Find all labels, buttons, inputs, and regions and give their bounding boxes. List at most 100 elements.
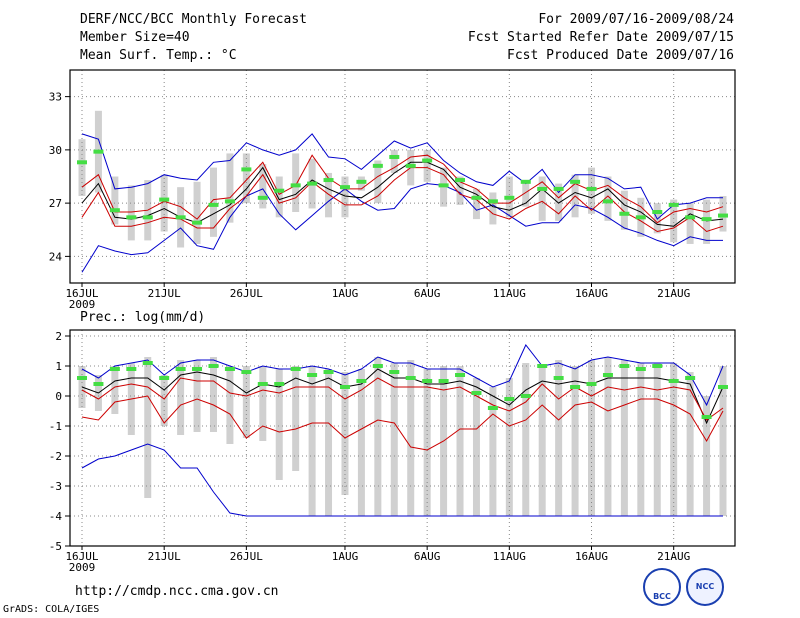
spread-bar — [308, 366, 316, 516]
grads-credit: GrADS: COLA/IGES — [3, 604, 100, 615]
bcc-logo: BCC — [643, 568, 681, 606]
y-tick-label: -5 — [49, 540, 62, 553]
ensemble-marker — [602, 373, 613, 377]
ensemble-marker — [93, 382, 104, 386]
temperature-panel: 24 27 30 33 16JUL 21JUL 26JUL 1AUG 6AUG 11AUG 16AU… — [49, 69, 736, 311]
series-line-upper — [81, 154, 724, 224]
ensemble-marker — [126, 367, 137, 371]
series-line-max — [81, 183, 723, 273]
spread-bar — [160, 375, 168, 426]
ensemble-marker — [274, 382, 285, 386]
y-tick-label: 30 — [49, 144, 62, 157]
ensemble-marker — [109, 367, 120, 371]
ensemble-marker — [339, 185, 350, 190]
spread-bar — [472, 188, 480, 220]
series-line-lower — [81, 167, 724, 233]
precip-title: Prec.: log(mm/d) — [80, 310, 206, 325]
ensemble-marker — [224, 199, 235, 204]
ensemble-marker — [77, 160, 87, 165]
x-tick-label: 21AUG — [657, 550, 690, 563]
ensemble-marker — [570, 385, 581, 389]
ensemble-marker — [159, 376, 170, 380]
ensemble-marker — [356, 379, 367, 383]
ensemble-marker — [455, 178, 466, 183]
spread-bar — [325, 172, 333, 218]
ensemble-marker — [520, 179, 531, 184]
ensemble-marker — [619, 364, 630, 368]
spread-bar — [620, 360, 628, 516]
spread-bar — [390, 149, 398, 173]
x-tick-label: 6AUG — [414, 287, 441, 300]
forecast-period: For 2009/07/16-2009/08/24 — [538, 12, 734, 27]
member-size: Member Size=40 — [80, 30, 190, 45]
ensemble-marker — [126, 215, 137, 220]
ensemble-marker — [142, 215, 153, 220]
x-tick-label: 11AUG — [493, 287, 526, 300]
spread-bar — [620, 190, 628, 230]
ensemble-marker — [405, 163, 416, 168]
spread-bar — [374, 160, 382, 204]
spread-bar — [341, 176, 349, 218]
spread-bar — [703, 199, 711, 244]
y-tick-label: -1 — [49, 420, 62, 433]
ensemble-marker — [422, 158, 433, 163]
ensemble-marker — [323, 178, 334, 183]
y-tick-label: 27 — [49, 197, 62, 210]
spread-bar — [604, 176, 612, 221]
spread-bar — [456, 366, 464, 516]
ensemble-marker — [619, 211, 630, 216]
ensemble-marker — [339, 385, 350, 389]
ensemble-marker — [372, 364, 383, 368]
spread-bar — [489, 387, 497, 516]
bcc-logo-text: BCC — [653, 592, 671, 601]
ensemble-marker — [438, 183, 449, 188]
ensemble-marker — [389, 154, 400, 159]
ensemble-marker — [77, 376, 87, 380]
ensemble-marker — [553, 376, 564, 380]
spread-bar — [275, 369, 283, 480]
ensemble-marker — [175, 367, 186, 371]
plot-frame — [69, 329, 736, 547]
ensemble-marker — [652, 210, 663, 214]
y-tick-label: 0 — [55, 390, 62, 403]
spread-bar — [670, 199, 678, 243]
x-tick-label: 16JUL — [65, 550, 98, 563]
spread-bar — [653, 363, 661, 516]
spread-bar — [292, 366, 300, 471]
ncc-logo: NCC — [686, 568, 724, 606]
spread-bar — [489, 192, 497, 225]
x-tick-label: 16JUL — [65, 287, 98, 300]
ensemble-marker — [438, 379, 449, 383]
ensemble-marker — [487, 406, 498, 410]
spread-bar — [111, 176, 119, 225]
ensemble-marker — [602, 199, 613, 204]
ensemble-marker — [635, 367, 646, 371]
spread-bar — [555, 183, 563, 221]
ensemble-marker — [520, 394, 531, 398]
spread-bar — [357, 369, 365, 516]
plot-frame — [69, 69, 736, 284]
spread-bar — [538, 176, 546, 221]
spread-bar — [390, 363, 398, 516]
ensemble-marker — [718, 213, 728, 218]
ensemble-marker — [372, 163, 383, 168]
ensemble-marker — [455, 373, 466, 377]
ensemble-marker — [241, 167, 252, 172]
x-tick-label: 11AUG — [493, 550, 526, 563]
spread-bar — [259, 366, 267, 441]
y-tick-label: 33 — [49, 91, 62, 104]
spread-bar — [604, 357, 612, 516]
y-tick-label: 2 — [55, 330, 62, 343]
ensemble-marker — [504, 397, 515, 401]
ensemble-marker — [701, 415, 712, 419]
variable-label: Mean Surf. Temp.: °C — [80, 48, 237, 63]
spread-bar — [538, 366, 546, 516]
ensemble-marker — [586, 382, 597, 386]
spread-bar — [472, 378, 480, 516]
ensemble-marker — [422, 379, 433, 383]
spread-bar — [456, 176, 464, 205]
spread-bar — [522, 363, 530, 516]
spread-bar — [177, 360, 185, 435]
source-url[interactable]: http://cmdp.ncc.cma.gov.cn — [75, 584, 279, 599]
ensemble-marker — [224, 367, 235, 371]
